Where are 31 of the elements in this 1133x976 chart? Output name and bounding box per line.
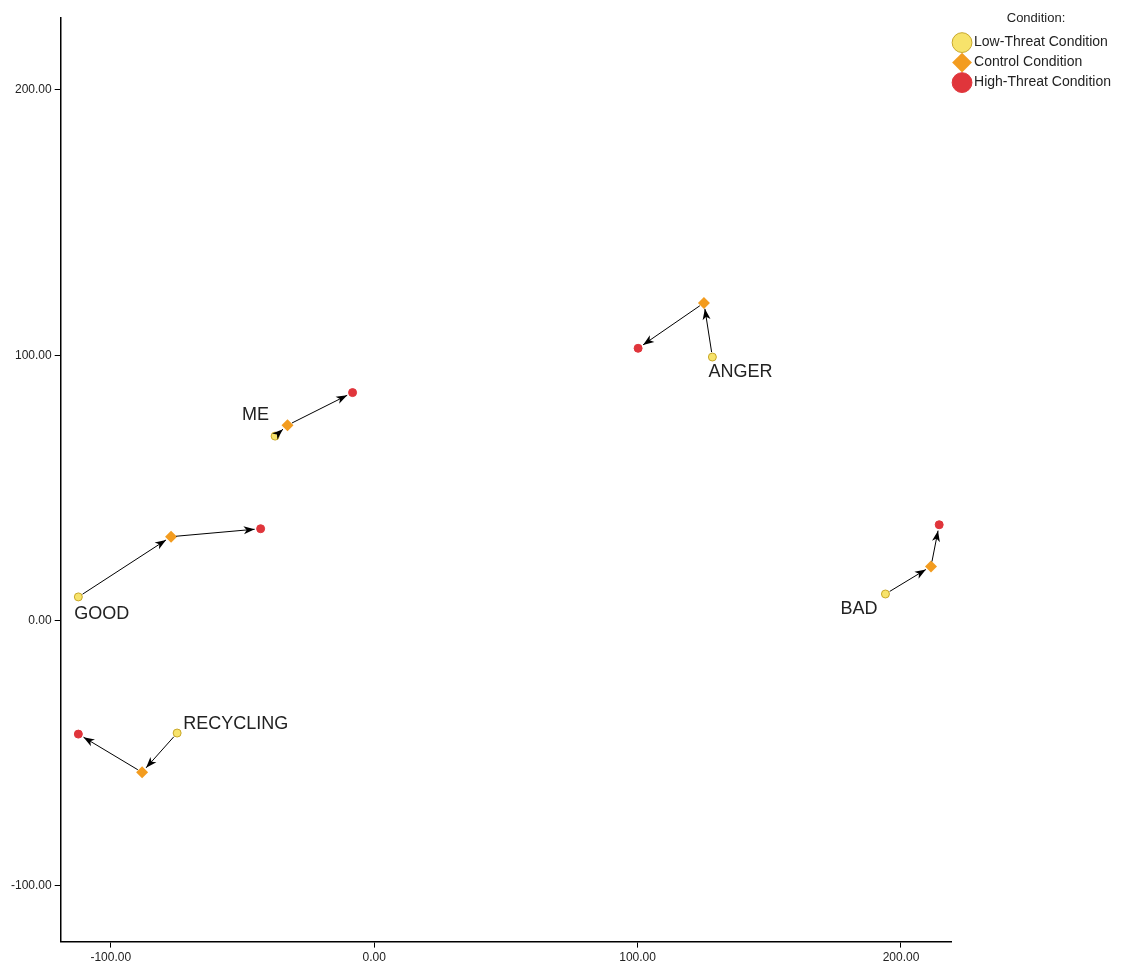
x-tick-label: 100.00 — [619, 950, 657, 965]
point — [925, 560, 938, 573]
y-tick-label: 0.00 — [28, 612, 53, 627]
point — [348, 388, 358, 398]
annotation: RECYCLING — [183, 713, 289, 734]
annotation: ME — [242, 404, 270, 425]
point — [73, 729, 83, 739]
annotation: GOOD — [74, 602, 130, 623]
x-tick-label: 200.00 — [882, 950, 920, 965]
point — [256, 524, 266, 534]
legend-label: Low-Threat Condition — [974, 33, 1108, 50]
point — [633, 343, 643, 353]
point — [697, 296, 710, 309]
x-tick-label: 0.00 — [362, 950, 387, 965]
y-tick-label: 200.00 — [15, 82, 53, 97]
annotation: ANGER — [708, 361, 773, 382]
x-tick-label: -100.00 — [90, 950, 132, 965]
point — [934, 520, 944, 530]
point — [880, 589, 890, 599]
point — [707, 352, 717, 362]
point — [136, 766, 149, 779]
annotation: BAD — [840, 598, 878, 618]
point — [73, 592, 83, 602]
point — [281, 419, 294, 432]
point — [165, 530, 178, 543]
legend-label: Control Condition — [974, 53, 1083, 70]
point — [172, 728, 182, 738]
y-tick-label: 100.00 — [15, 347, 53, 362]
y-tick-label: -100.00 — [11, 878, 53, 893]
legend-title: Condition: — [1006, 10, 1066, 26]
legend-label: High-Threat Condition — [974, 73, 1112, 90]
